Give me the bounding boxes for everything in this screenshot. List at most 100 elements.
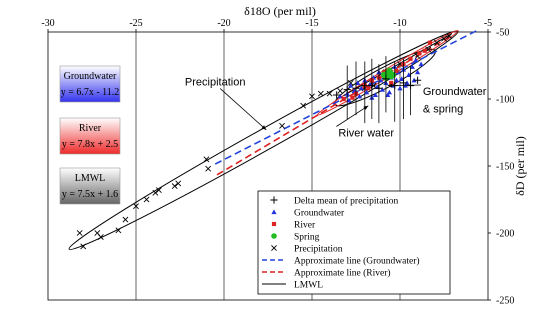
legend-label: Approximate line (Groundwater): [294, 255, 420, 266]
point-precipitation: [155, 187, 162, 194]
legend-swatch: [271, 209, 277, 215]
point-delta-mean-of-precipitation: [361, 82, 369, 90]
x-tick-label: -10: [393, 18, 406, 29]
point-precipitation: [171, 183, 178, 190]
point-groundwater: [372, 92, 378, 98]
annotation-label: Groundwater: [423, 86, 487, 98]
x-tick-label: -5: [484, 18, 492, 29]
point-delta-mean-of-precipitation: [343, 86, 351, 94]
point-spring: [389, 71, 397, 79]
point-groundwater: [418, 61, 424, 67]
point-precipitation: [279, 122, 285, 129]
equation-box-equation: y = 7.5x + 1.6: [62, 189, 118, 200]
point-groundwater: [337, 93, 343, 99]
point-precipitation: [143, 196, 150, 203]
y-tick-label: -200: [496, 229, 514, 240]
annotation-arrowhead: [261, 125, 267, 130]
point-delta-mean-of-precipitation: [414, 76, 422, 84]
annotation-arrowhead: [363, 105, 369, 110]
point-delta-mean-of-precipitation: [368, 82, 376, 90]
point-groundwater: [346, 97, 352, 103]
point-river: [427, 40, 432, 45]
x-tick-label: -30: [41, 18, 54, 29]
equation-boxes: Groundwater y = 6.7x - 11.2 River y = 7.8x …: [59, 65, 121, 205]
point-delta-mean-of-precipitation: [375, 84, 383, 92]
point-groundwater: [415, 69, 421, 75]
legend-label: LMWL: [294, 280, 323, 290]
point-river: [417, 51, 422, 56]
y-tick-label: -100: [496, 95, 514, 106]
point-groundwater: [363, 89, 370, 95]
point-groundwater: [385, 92, 391, 98]
y-tick-label: -50: [496, 28, 509, 39]
y-tick-labels: -50 -100 -150 -200 -250: [496, 28, 514, 307]
legend-swatch: [270, 196, 278, 204]
point-groundwater: [348, 83, 354, 88]
point-precipitation: [300, 102, 307, 109]
x-tick-label: -15: [305, 18, 318, 29]
equation-box-equation: y = 6.7x - 11.2: [61, 87, 120, 98]
point-groundwater: [406, 72, 412, 77]
point-groundwater: [358, 85, 364, 91]
point-groundwater: [409, 64, 415, 69]
line-approximate-line-river-: [216, 36, 450, 176]
point-precipitation: [309, 93, 315, 100]
point-groundwater: [379, 87, 385, 92]
x-tick-labels: -30 -25 -20 -15 -10 -5: [41, 18, 492, 29]
legend-swatch: [271, 245, 277, 251]
legend-box: [257, 190, 451, 295]
legend-label: Spring: [294, 232, 320, 242]
point-precipitation: [152, 189, 159, 196]
legend-swatch: [271, 233, 277, 239]
point-river: [341, 96, 346, 102]
point-precipitation: [122, 216, 129, 223]
equation-box-title: River: [79, 123, 102, 134]
equation-box-river: [59, 117, 121, 155]
point-precipitation: [97, 234, 104, 240]
ticks-layer: [47, 29, 491, 301]
point-river: [389, 80, 394, 85]
equation-box-lmwl: [59, 167, 121, 205]
equation-box-groundwater: [59, 65, 121, 103]
annotation-arrow: [336, 105, 369, 127]
point-river: [422, 48, 427, 53]
legend-label: Delta mean of precipitation: [294, 195, 398, 206]
equation-box-title: LMWL: [75, 173, 106, 184]
annotation-arrow: [219, 88, 267, 131]
point-groundwater: [397, 85, 403, 91]
equation-box-equation: y = 7.8x + 2.5: [62, 139, 118, 150]
point-precipitation: [326, 90, 333, 97]
legend-label: Groundwater: [294, 208, 345, 218]
annotation-label: & spring: [423, 103, 463, 115]
x-tick-label: -25: [129, 18, 142, 29]
point-river: [366, 86, 371, 91]
point-groundwater: [393, 77, 400, 83]
annotation-arrowhead: [387, 83, 393, 88]
point-delta-mean-of-precipitation: [352, 84, 360, 92]
point-groundwater: [356, 93, 363, 99]
point-precipitation: [446, 33, 453, 39]
legend-label: Precipitation: [294, 244, 343, 254]
point-precipitation: [115, 227, 122, 234]
x-tick-label: -20: [217, 18, 230, 29]
point-precipitation: [76, 230, 83, 236]
point-groundwater: [413, 57, 419, 63]
point-precipitation: [317, 90, 324, 97]
point-precipitation: [133, 203, 139, 210]
legend-label: River: [294, 220, 316, 230]
point-river: [408, 56, 413, 61]
y-tick-label: -150: [496, 162, 514, 173]
annotation-arrow: [387, 84, 421, 86]
point-river: [350, 95, 355, 100]
legend-label: Approximate line (River): [294, 267, 391, 278]
point-precipitation: [441, 35, 447, 42]
point-precipitation: [203, 156, 210, 163]
legend-swatch: [271, 221, 277, 227]
annotations-layer: Precipitation Groundwater & spring River wa…: [185, 77, 487, 140]
legend: Delta mean of precipitation Groundwater Ri…: [257, 190, 451, 295]
equation-box-title: Groundwater: [64, 71, 117, 82]
point-precipitation: [175, 180, 182, 187]
x-axis-title: δ18O (per mil): [244, 4, 316, 18]
annotation-label: River water: [338, 128, 394, 140]
